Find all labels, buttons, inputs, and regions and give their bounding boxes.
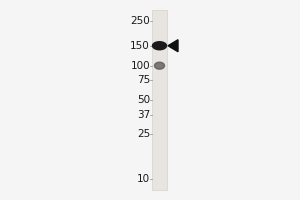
Text: 250: 250: [130, 16, 150, 26]
Text: 150: 150: [130, 41, 150, 51]
Text: 37: 37: [137, 110, 150, 120]
Text: 50: 50: [137, 95, 150, 105]
Polygon shape: [168, 40, 178, 52]
Polygon shape: [154, 62, 164, 69]
Text: 25: 25: [137, 129, 150, 139]
Text: 10: 10: [137, 174, 150, 184]
Polygon shape: [152, 42, 167, 50]
Bar: [152, 10, 167, 190]
Text: 75: 75: [137, 75, 150, 85]
Text: 100: 100: [130, 61, 150, 71]
